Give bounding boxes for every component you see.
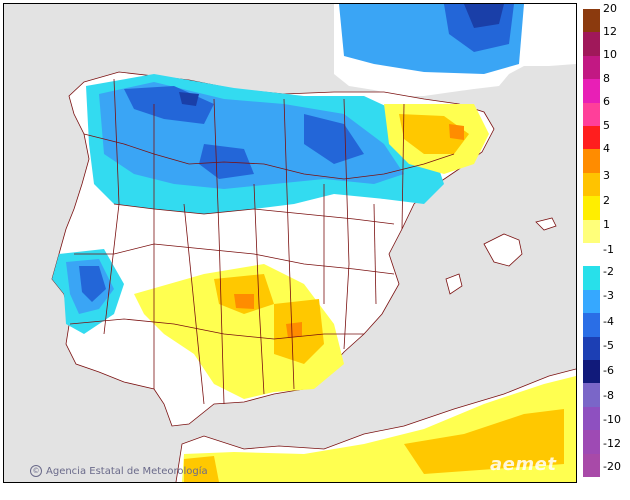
legend-colorbar bbox=[583, 9, 600, 478]
legend-label: 2 bbox=[603, 194, 610, 207]
legend-swatch bbox=[583, 313, 600, 338]
legend-swatch bbox=[583, 430, 600, 455]
brand-watermark: aemet bbox=[490, 454, 557, 475]
credit-text: Agencia Estatal de Meteorología bbox=[46, 466, 208, 477]
land-ibiza bbox=[445, 273, 463, 295]
legend-swatch bbox=[583, 266, 600, 291]
legend-swatch bbox=[583, 383, 600, 408]
copyright-icon: © bbox=[30, 465, 42, 477]
legend-swatch bbox=[583, 243, 600, 267]
legend-label: 3 bbox=[603, 169, 610, 182]
legend-swatch bbox=[583, 126, 600, 150]
province-borders bbox=[69, 78, 455, 405]
legend-label: 5 bbox=[603, 119, 610, 132]
legend-swatch bbox=[583, 102, 600, 127]
legend-label: -8 bbox=[603, 389, 614, 402]
legend-label: -5 bbox=[603, 339, 614, 352]
legend-label: 10 bbox=[603, 48, 617, 61]
legend-swatch bbox=[583, 196, 600, 221]
land-mallorca bbox=[483, 233, 523, 267]
legend-swatch bbox=[583, 55, 600, 80]
legend-swatch bbox=[583, 406, 600, 431]
legend-swatch bbox=[583, 172, 600, 197]
africa-coast bbox=[175, 368, 576, 482]
warm-anomalies bbox=[134, 104, 576, 482]
anomaly-map bbox=[3, 3, 577, 483]
legend-swatch bbox=[583, 453, 600, 478]
legend-label: -6 bbox=[603, 364, 614, 377]
legend-label: 6 bbox=[603, 95, 610, 108]
legend-swatch bbox=[583, 79, 600, 104]
legend-label: 8 bbox=[603, 72, 610, 85]
legend-label: -12 bbox=[603, 437, 621, 450]
legend-swatch bbox=[583, 9, 600, 33]
legend-label: -2 bbox=[603, 265, 614, 278]
legend-label: -3 bbox=[603, 289, 614, 302]
legend-label: 4 bbox=[603, 142, 610, 155]
legend-label: 12 bbox=[603, 25, 617, 38]
legend-swatch bbox=[583, 32, 600, 57]
legend-swatch bbox=[583, 149, 600, 174]
legend-label: -20 bbox=[603, 460, 621, 473]
legend-swatch bbox=[583, 336, 600, 361]
legend-label: -1 bbox=[603, 243, 614, 256]
legend-label: -4 bbox=[603, 315, 614, 328]
legend-swatch bbox=[583, 289, 600, 314]
legend-label: 1 bbox=[603, 218, 610, 231]
agency-credit: © Agencia Estatal de Meteorología bbox=[30, 465, 208, 477]
legend-swatch bbox=[583, 360, 600, 384]
land-menorca bbox=[535, 217, 557, 231]
cold-anomalies bbox=[52, 4, 524, 334]
legend-label: 20 bbox=[603, 2, 617, 15]
legend-label: -10 bbox=[603, 413, 621, 426]
legend-swatch bbox=[583, 219, 600, 244]
map-svg bbox=[51, 4, 576, 482]
